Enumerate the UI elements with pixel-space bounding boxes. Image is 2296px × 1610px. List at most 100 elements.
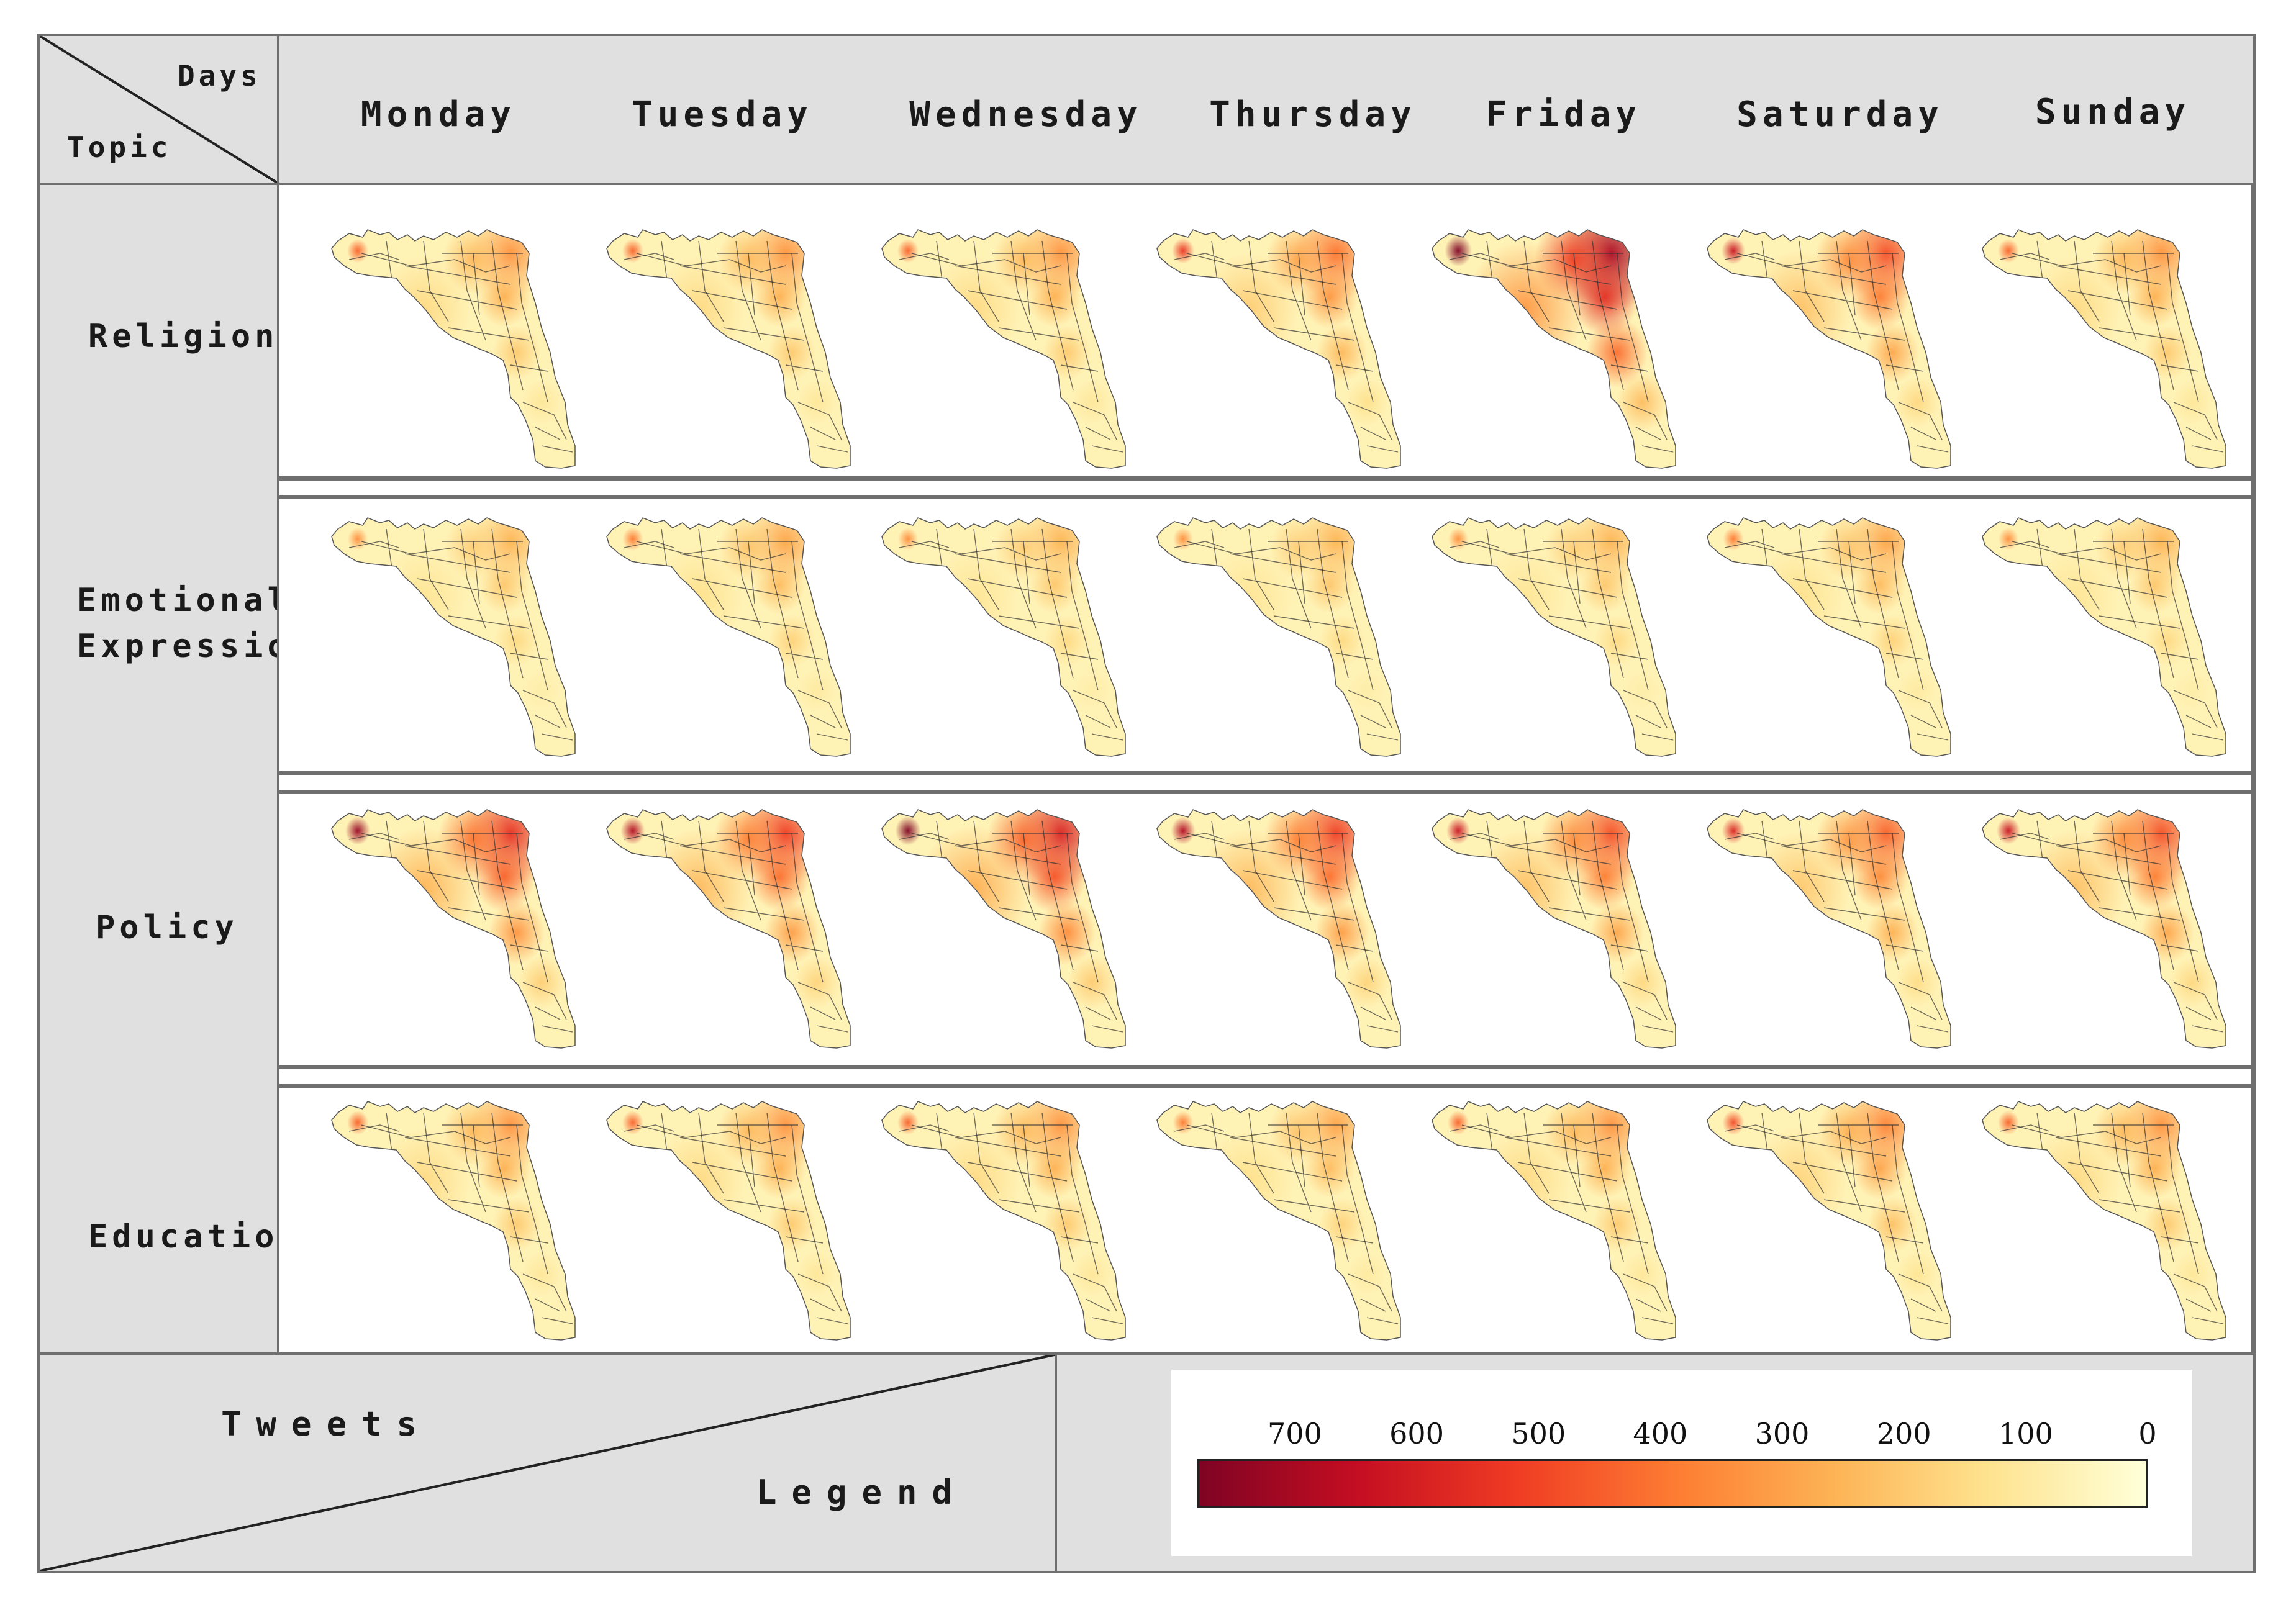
- district-boundary: [1707, 809, 1951, 1049]
- road-line: [1892, 541, 1924, 691]
- road-line: [748, 833, 755, 896]
- road-line: [361, 833, 511, 852]
- corner-topic-label: Topic: [67, 130, 172, 164]
- road-line: [1885, 364, 1924, 372]
- road-line: [1641, 1317, 1674, 1324]
- road-line: [967, 578, 1068, 598]
- road-line: [1792, 290, 1893, 310]
- tweet-hotspot: [753, 555, 805, 615]
- tweet-hotspot: [1869, 614, 1916, 667]
- district-heatmap: [606, 229, 851, 469]
- tweet-hotspot: [2143, 1197, 2192, 1252]
- road-line: [423, 528, 449, 610]
- road-line: [1736, 833, 1887, 852]
- tweet-hotspot: [1620, 957, 1664, 1008]
- road-line: [735, 820, 761, 921]
- district-boundary: [1156, 517, 1401, 757]
- day-wednesday: Wednesday: [909, 94, 1143, 135]
- road-line: [2161, 653, 2199, 660]
- road-line: [1230, 845, 1336, 865]
- road-line: [816, 733, 848, 741]
- road-line: [535, 1298, 561, 1312]
- district-boundary: [606, 517, 851, 757]
- road-line: [911, 833, 1061, 852]
- road-line: [1360, 1006, 1386, 1020]
- road-line: [973, 820, 999, 902]
- road-line: [2099, 615, 2180, 629]
- road-line: [448, 1199, 530, 1213]
- tweet-hotspot: [1616, 373, 1668, 432]
- road-line: [1073, 402, 1117, 440]
- road-line: [361, 253, 511, 273]
- road-line: [636, 1124, 786, 1144]
- road-line: [1548, 615, 1630, 629]
- road-line: [1186, 833, 1336, 852]
- tweet-hotspot: [620, 816, 645, 845]
- tweet-hotspot: [518, 956, 565, 1009]
- road-line: [516, 541, 548, 691]
- road-line: [460, 528, 486, 629]
- road-line: [766, 1112, 799, 1262]
- road-line: [1073, 1273, 1117, 1312]
- tweet-hotspot: [1851, 844, 1909, 910]
- road-line: [1060, 944, 1099, 952]
- road-line: [1848, 1124, 1856, 1188]
- legend-colorbar: [1197, 1459, 2148, 1508]
- road-line: [1449, 1124, 1500, 1132]
- road-line: [2055, 553, 2162, 573]
- road-line: [1505, 845, 1612, 865]
- district-boundary: [1707, 1101, 1951, 1341]
- road-line: [404, 845, 511, 865]
- district-boundary: [331, 229, 576, 469]
- road-line: [1523, 240, 1550, 322]
- road-line: [1548, 1199, 1630, 1213]
- road-line: [1085, 1298, 1111, 1312]
- road-line: [423, 820, 449, 902]
- road-line: [1298, 1124, 1305, 1188]
- day-thursday: Thursday: [1209, 94, 1417, 135]
- road-line: [1867, 1112, 1899, 1262]
- topic-education: Education: [88, 1218, 302, 1255]
- tweet-hotspot: [1204, 1129, 1294, 1232]
- road-line: [1836, 1112, 1862, 1213]
- road-line: [810, 1298, 836, 1312]
- road-line: [2074, 240, 2100, 322]
- road-line: [2185, 1006, 2212, 1020]
- tweet-hotspot: [768, 1197, 816, 1252]
- road-line: [1617, 541, 1649, 691]
- road-line: [1010, 240, 1037, 341]
- day-sunday: Sunday: [2035, 92, 2191, 132]
- road-line: [1823, 1199, 1905, 1213]
- tweet-hotspot: [1068, 955, 1116, 1010]
- road-line: [1523, 528, 1550, 610]
- road-line: [816, 445, 848, 453]
- road-line: [1592, 820, 1624, 970]
- tweet-hotspot: [1722, 817, 1745, 844]
- tweet-hotspot: [1850, 263, 1910, 331]
- road-line: [1174, 1124, 1225, 1132]
- road-line: [1592, 528, 1624, 679]
- legend-tick-label: 400: [1633, 1417, 1688, 1450]
- district-boundary: [1432, 1101, 1676, 1341]
- tweet-hotspot: [1751, 1126, 1847, 1236]
- road-line: [541, 733, 573, 741]
- road-line: [1348, 982, 1392, 1020]
- tweet-hotspot: [1317, 323, 1368, 382]
- road-line: [1641, 1025, 1674, 1033]
- road-line: [2161, 364, 2199, 372]
- tweet-hotspot: [1315, 901, 1369, 964]
- road-line: [1341, 253, 1374, 403]
- tweet-hotspot: [2128, 1138, 2182, 1199]
- road-line: [1610, 944, 1649, 952]
- district-heatmap: [1707, 809, 1951, 1049]
- road-line: [636, 541, 786, 561]
- road-line: [404, 1137, 511, 1157]
- road-line: [899, 833, 950, 840]
- road-line: [955, 1137, 1061, 1157]
- road-line: [1010, 820, 1037, 921]
- road-line: [2099, 907, 2180, 921]
- road-line: [510, 944, 548, 952]
- road-line: [2192, 1025, 2224, 1033]
- road-line: [797, 1273, 842, 1312]
- road-line: [1242, 1162, 1343, 1182]
